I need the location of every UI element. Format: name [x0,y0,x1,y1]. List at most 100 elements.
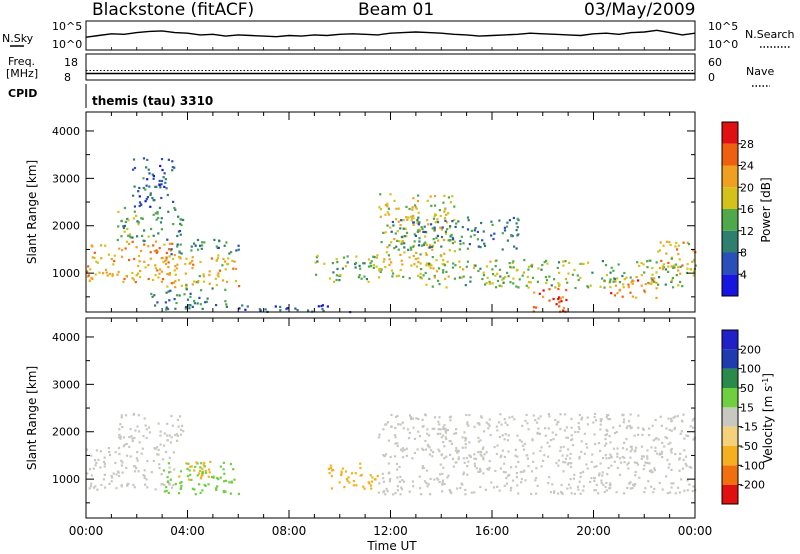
data-cell [691,249,694,252]
data-cell [670,265,673,268]
data-cell [158,184,161,187]
data-cell [565,426,568,429]
data-cell [135,246,138,249]
data-cell [483,430,486,433]
data-cell [521,274,524,277]
data-cell [199,303,202,306]
data-cell [124,220,127,223]
data-cell [594,442,597,446]
data-cell [662,244,665,247]
data-cell [466,216,470,219]
data-cell [440,453,443,456]
data-cell [125,240,129,243]
data-cell [429,493,432,496]
data-cell [437,448,440,451]
data-cell [451,220,454,223]
data-cell [124,414,128,417]
data-cell [661,265,664,268]
data-cell [387,207,390,210]
data-cell [461,226,464,229]
data-cell [143,229,146,232]
data-cell [433,478,436,481]
data-cell [128,436,131,439]
data-cell [118,428,121,431]
data-cell [388,263,391,266]
data-cell [164,262,168,266]
data-cell [424,230,427,234]
data-cell [651,280,654,283]
data-cell [526,275,529,279]
data-cell [141,217,144,220]
data-cell [630,281,633,284]
data-cell [613,460,616,463]
data-cell [488,466,491,469]
data-cell [689,425,692,428]
data-cell [367,258,370,261]
data-cell [352,484,355,487]
data-cell [182,218,185,222]
colorbar-swatch [722,388,738,408]
data-cell [187,462,190,465]
data-cell [657,250,660,253]
data-cell [352,479,355,483]
data-cell [672,266,675,269]
data-cell [92,467,95,470]
data-cell [416,218,419,222]
data-cell [388,480,391,483]
data-cell [677,266,680,269]
data-cell [143,469,146,472]
data-cell [668,463,671,466]
data-cell [316,260,319,263]
data-cell [210,257,213,260]
data-cell [518,278,521,281]
data-cell [531,439,534,442]
data-cell [189,465,192,468]
data-cell [402,275,405,278]
data-cell [431,227,434,230]
data-cell [174,273,177,276]
data-cell [398,480,402,483]
data-cell [590,460,593,463]
data-cell [393,199,396,202]
data-cell [654,446,657,449]
data-cell [468,441,471,444]
data-cell [99,450,102,453]
data-cell [354,472,357,475]
data-cell [555,423,558,426]
data-cell [168,299,171,302]
noise-left-tick-bottom: 10^0 [52,38,82,51]
data-cell [115,487,118,490]
data-cell [131,439,134,443]
data-cell [560,491,563,495]
data-cell [134,429,137,432]
data-cell [671,277,674,280]
data-cell [441,483,444,486]
data-cell [473,453,476,456]
data-cell [502,277,505,280]
data-cell [659,415,662,418]
data-cell [174,265,177,268]
data-cell [609,441,612,444]
y-tick-label: 3000 [52,172,80,185]
data-cell [400,448,403,451]
data-cell [133,436,136,440]
data-cell [176,418,179,421]
data-cell [602,483,605,486]
data-cell [577,278,580,282]
data-cell [201,489,204,492]
data-cell [566,463,570,466]
data-cell [523,442,526,446]
data-cell [548,476,551,479]
data-cell [420,226,423,229]
data-cell [516,234,519,237]
data-cell [660,424,663,427]
data-cell [433,241,436,244]
data-cell [536,484,539,487]
data-cell [543,454,546,457]
data-cell [441,226,444,229]
data-cell [417,244,421,247]
data-cell [107,447,110,450]
data-cell [616,466,619,469]
data-cell [164,259,167,262]
data-cell [437,428,440,431]
